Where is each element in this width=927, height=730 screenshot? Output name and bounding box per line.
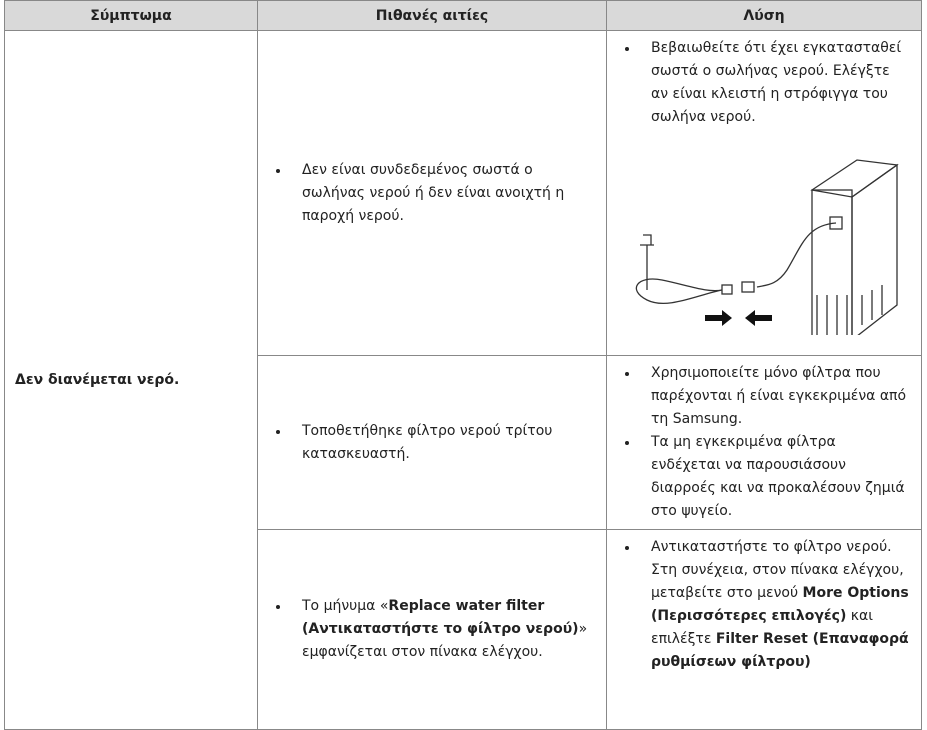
bullet-item: Τα μη εγκεκριμένα φίλτρα ενδέχεται να πα… (639, 431, 909, 523)
bullet-item: Αντικαταστήστε το φίλτρο νερού. Στη συνέ… (639, 536, 909, 674)
text: Τα μη εγκεκριμένα φίλτρα ενδέχεται να πα… (651, 434, 905, 519)
bullet-list: Αντικαταστήστε το φίλτρο νερού. Στη συνέ… (607, 536, 921, 674)
header-cell: Λύση (606, 0, 922, 31)
text: Αντικαταστήστε το φίλτρο νερού. Στη συνέ… (651, 539, 904, 601)
bold-text: Replace water filter (Αντικαταστήστε το … (302, 598, 579, 637)
bullet-list: Τοποθετήθηκε φίλτρο νερού τρίτου κατασκε… (258, 420, 606, 466)
bold-text: Filter Reset (Επαναφορά ρυθμίσεων φίλτρο… (651, 631, 909, 670)
page: Σύμπτωμα Πιθανές αιτίες Λύση Δεν διανέμε… (0, 0, 927, 686)
row: Τοποθετήθηκε φίλτρο νερού τρίτου κατασκε… (5, 355, 922, 530)
header-cell: Πιθανές αιτίες (257, 0, 607, 31)
solution-cell: Βεβαιωθείτε ότι έχει εγκατασταθεί σωστά … (606, 30, 922, 356)
bullet-item: Δεν είναι συνδεδεμένος σωστά ο σωλήνας ν… (290, 159, 594, 228)
text: » εμφανίζεται στον πίνακα ελέγχου. (302, 621, 588, 660)
bullet-item: Χρησιμοποιείτε μόνο φίλτρα που παρέχοντα… (639, 362, 909, 431)
text: Χρησιμοποιείτε μόνο φίλτρα που παρέχοντα… (651, 365, 907, 427)
header-cell: Σύμπτωμα (4, 0, 258, 31)
symptom-cell: Δεν διανέμεται νερό. (4, 30, 258, 730)
cause-cell: Δεν είναι συνδεδεμένος σωστά ο σωλήνας ν… (257, 30, 607, 356)
cause-cell: Το μήνυμα «Replace water filter (Αντικατ… (257, 529, 607, 730)
text: Βεβαιωθείτε ότι έχει εγκατασταθεί σωστά … (651, 40, 902, 125)
row: Δεν διανέμεται νερό. Δεν είναι συνδεδεμέ… (4, 30, 922, 730)
text: Το μήνυμα « (302, 598, 389, 614)
bold-text: More Options (Περισσότερες επιλογές) (651, 585, 909, 624)
text: Δεν είναι συνδεδεμένος σωστά ο σωλήνας ν… (302, 161, 565, 224)
bullet-list: Δεν είναι συνδεδεμένος σωστά ο σωλήνας ν… (258, 159, 606, 228)
bullet-item: Το μήνυμα «Replace water filter (Αντικατ… (290, 595, 594, 664)
bullet-list: Χρησιμοποιείτε μόνο φίλτρα που παρέχοντα… (607, 362, 921, 523)
bullet-item: Τοποθετήθηκε φίλτρο νερού τρίτου κατασκε… (290, 420, 594, 466)
text: και επιλέξτε (651, 608, 874, 647)
cause-cell: Τοποθετήθηκε φίλτρο νερού τρίτου κατασκε… (257, 355, 607, 530)
troubleshooting-table: Σύμπτωμα Πιθανές αιτίες Λύση Δεν διανέμε… (4, 0, 922, 730)
text: Τοποθετήθηκε φίλτρο νερού τρίτου κατασκε… (302, 422, 553, 462)
header-row: Σύμπτωμα Πιθανές αιτίες Λύση (4, 0, 922, 31)
bullet-list: Βεβαιωθείτε ότι έχει εγκατασταθεί σωστά … (607, 37, 921, 129)
solution-cell: Χρησιμοποιείτε μόνο φίλτρα που παρέχοντα… (606, 355, 922, 530)
solution-cell: Αντικαταστήστε το φίλτρο νερού. Στη συνέ… (606, 529, 922, 730)
bullet-list: Το μήνυμα «Replace water filter (Αντικατ… (258, 595, 606, 664)
bullet-item: Βεβαιωθείτε ότι έχει εγκατασταθεί σωστά … (639, 37, 909, 129)
illustration (635, 159, 899, 335)
